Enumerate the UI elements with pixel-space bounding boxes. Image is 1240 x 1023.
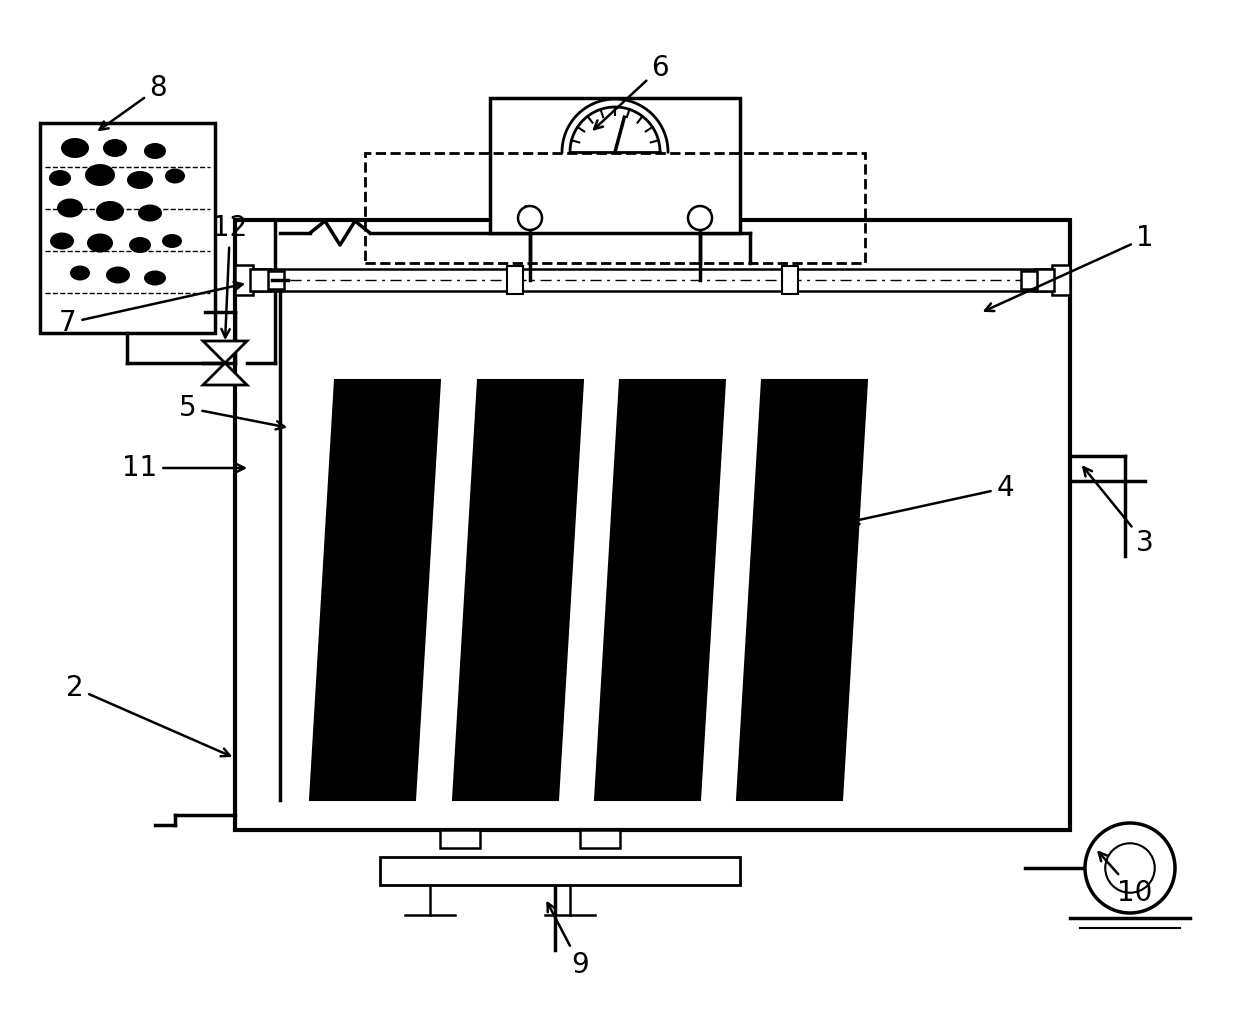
Circle shape	[688, 206, 712, 230]
Text: 3: 3	[1084, 468, 1154, 557]
Polygon shape	[203, 341, 247, 363]
Ellipse shape	[129, 237, 151, 253]
Ellipse shape	[57, 198, 83, 218]
Text: 1: 1	[985, 224, 1153, 311]
Bar	[268, 271, 284, 290]
Circle shape	[518, 206, 542, 230]
Text: 7: 7	[60, 282, 243, 337]
Ellipse shape	[69, 266, 91, 280]
Ellipse shape	[144, 270, 166, 285]
Text: 4: 4	[851, 474, 1014, 524]
Text: 9: 9	[548, 903, 589, 979]
Bar	[1021, 271, 1037, 290]
Ellipse shape	[165, 169, 185, 183]
Text: +: +	[517, 202, 532, 220]
Bar	[507, 266, 523, 294]
Ellipse shape	[95, 201, 124, 221]
Ellipse shape	[162, 234, 182, 248]
Polygon shape	[737, 380, 867, 800]
Text: 12: 12	[212, 214, 248, 338]
Circle shape	[1085, 822, 1176, 913]
Bar	[236, 220, 1070, 830]
Bar	[1034, 269, 1054, 291]
Bar	[1052, 265, 1070, 295]
Ellipse shape	[50, 232, 74, 250]
Bar	[440, 830, 480, 848]
Ellipse shape	[86, 164, 115, 186]
Polygon shape	[595, 380, 725, 800]
Bar	[250, 269, 270, 291]
Bar	[782, 266, 799, 294]
Text: 10: 10	[1099, 852, 1153, 907]
Bar	[365, 153, 866, 263]
Bar	[379, 857, 740, 885]
Text: 11: 11	[123, 454, 244, 482]
Polygon shape	[203, 363, 247, 385]
Bar	[236, 265, 253, 295]
Polygon shape	[453, 380, 583, 800]
Text: 5: 5	[180, 394, 284, 430]
Ellipse shape	[138, 205, 162, 222]
Circle shape	[1105, 843, 1154, 893]
Text: 6: 6	[594, 54, 668, 129]
Bar	[490, 98, 740, 233]
Ellipse shape	[103, 139, 126, 157]
Ellipse shape	[61, 138, 89, 158]
Bar	[40, 123, 215, 333]
Ellipse shape	[144, 143, 166, 159]
Text: 2: 2	[66, 674, 229, 756]
Ellipse shape	[105, 267, 130, 283]
Ellipse shape	[50, 170, 71, 186]
Bar	[580, 830, 620, 848]
Text: −: −	[696, 201, 714, 221]
Text: 8: 8	[99, 74, 167, 130]
Ellipse shape	[87, 233, 113, 253]
Ellipse shape	[126, 171, 153, 189]
Bar	[241, 269, 1065, 291]
Polygon shape	[310, 380, 440, 800]
